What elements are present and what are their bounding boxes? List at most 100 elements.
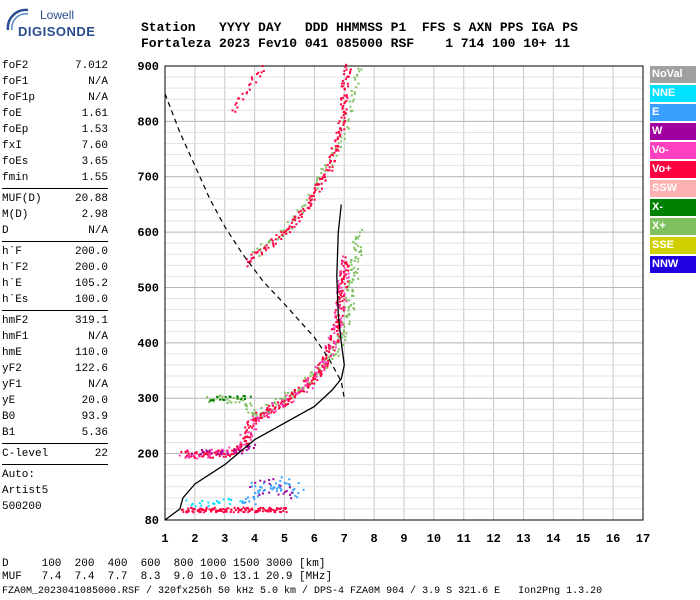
echo-vo-plus xyxy=(265,409,268,412)
legend-item: W xyxy=(650,123,696,140)
echo-x-plus xyxy=(337,348,340,351)
echo-e xyxy=(243,501,246,504)
echo-x-plus xyxy=(347,309,350,312)
echo-vo-plus xyxy=(235,450,238,453)
echo-vo-minus xyxy=(306,378,309,381)
echo-vo-plus xyxy=(312,378,315,381)
echo-vo-plus-2hop xyxy=(323,176,326,179)
echo-vo-plus xyxy=(335,326,338,329)
echo-nne xyxy=(212,502,215,505)
echo-vo-plus xyxy=(324,347,327,350)
echo-vo-plus-2hop xyxy=(306,206,309,209)
echo-x-plus xyxy=(351,278,354,281)
echo-vo-minus xyxy=(196,457,199,460)
echo-vo-plus-2hop xyxy=(320,182,323,185)
echo-x-plus-2hop xyxy=(350,89,353,92)
echo-vo-plus-2hop xyxy=(331,169,334,172)
echo-vo-plus xyxy=(255,422,258,425)
y-tick-label: 80 xyxy=(145,514,159,528)
echo-x-plus-2hop xyxy=(286,221,289,224)
echo-vo-plus-2hop xyxy=(300,213,303,216)
echo-x-plus xyxy=(353,259,356,262)
echo-e xyxy=(285,482,288,485)
echo-vo-minus xyxy=(315,371,318,374)
echo-vo-minus xyxy=(249,438,252,441)
echo-es xyxy=(225,510,228,513)
echo-vo-plus xyxy=(246,421,249,424)
echo-w-low xyxy=(202,451,205,454)
echo-x-plus xyxy=(279,397,282,400)
echo-vo-minus xyxy=(343,292,346,295)
echo-x-minus xyxy=(229,395,232,398)
echo-x-plus xyxy=(346,286,349,289)
echo-x-plus-2hop xyxy=(357,82,360,85)
echo-vo-plus xyxy=(321,365,324,368)
echo-x-plus-2hop xyxy=(260,243,263,246)
param-key: h`E xyxy=(2,278,22,290)
y-tick-label: 500 xyxy=(137,281,159,295)
echo-es xyxy=(208,508,211,511)
echo-vo-plus xyxy=(216,451,219,454)
echo-vo-plus xyxy=(209,456,212,459)
param-value: 2.98 xyxy=(81,209,108,221)
echo-x-plus xyxy=(286,392,289,395)
echo-w-low xyxy=(235,452,238,455)
echo-nne xyxy=(228,503,231,506)
echo-vo-plus-2hop xyxy=(249,260,252,263)
echo-vo-plus-2hop xyxy=(344,119,347,122)
echo-vo-minus xyxy=(239,433,242,436)
echo-vo-plus xyxy=(333,328,336,331)
echo-vo-plus xyxy=(217,449,220,452)
echo-vo-plus xyxy=(338,285,341,288)
echo-vo-plus xyxy=(297,386,300,389)
echo-x-plus-2hop xyxy=(343,132,346,135)
echo-x-plus-2hop xyxy=(347,118,350,121)
echo-w xyxy=(258,493,261,496)
echo-x-plus xyxy=(345,296,348,299)
echo-vo-plus xyxy=(340,262,343,265)
echo-vo-plus xyxy=(332,323,335,326)
echo-x-plus xyxy=(360,250,363,253)
echo-vo-plus xyxy=(235,445,238,448)
echo-vo-plus xyxy=(244,430,247,433)
echo-vo-minus xyxy=(347,276,350,279)
echo-vo-plus xyxy=(211,456,214,459)
echo-vo-plus xyxy=(334,314,337,317)
echo-e xyxy=(269,484,272,487)
echo-es xyxy=(222,507,225,510)
legend-item: X- xyxy=(650,199,696,216)
param-row: fxI 7.60 xyxy=(2,138,108,154)
echo-vo-plus-2hop xyxy=(342,82,345,85)
echo-x-plus-2hop xyxy=(263,245,266,248)
echo-vo-plus-2hop xyxy=(291,226,294,229)
echo-es xyxy=(277,507,280,510)
echo-vo-plus xyxy=(260,416,263,419)
echo-vo-plus-2hop xyxy=(328,166,331,169)
echo-vo-plus xyxy=(344,256,347,259)
echo-vo-plus xyxy=(266,406,269,409)
echo-vo-plus-2hop xyxy=(334,145,337,148)
echo-vo-plus xyxy=(345,273,348,276)
echo-x-plus-2hop xyxy=(302,211,305,214)
echo-x-plus xyxy=(312,373,315,376)
echo-vo-plus-2hop xyxy=(272,243,275,246)
echo-x-plus xyxy=(242,399,245,402)
param-value: 1.55 xyxy=(81,172,108,184)
echo-es xyxy=(212,508,215,511)
echo-vo-plus xyxy=(277,401,280,404)
echo-e xyxy=(302,488,305,491)
legend-item: NoVal xyxy=(650,66,696,83)
echo-vo-plus xyxy=(189,455,192,458)
echo-x-plus xyxy=(357,237,360,240)
echo-x-plus xyxy=(330,353,333,356)
echo-vo-plus-2hop xyxy=(342,114,345,117)
echo-nne xyxy=(185,499,188,502)
echo-vo-minus xyxy=(314,366,317,369)
param-row: B0 93.9 xyxy=(2,409,108,425)
echo-x-plus xyxy=(260,406,263,409)
echo-vo-plus xyxy=(322,358,325,361)
echo-w-low xyxy=(234,448,237,451)
param-separator xyxy=(2,241,108,242)
echo-es xyxy=(187,510,190,513)
footer-info: FZA0M_2023041085000.RSF / 320fx256h 50 k… xyxy=(2,586,603,597)
